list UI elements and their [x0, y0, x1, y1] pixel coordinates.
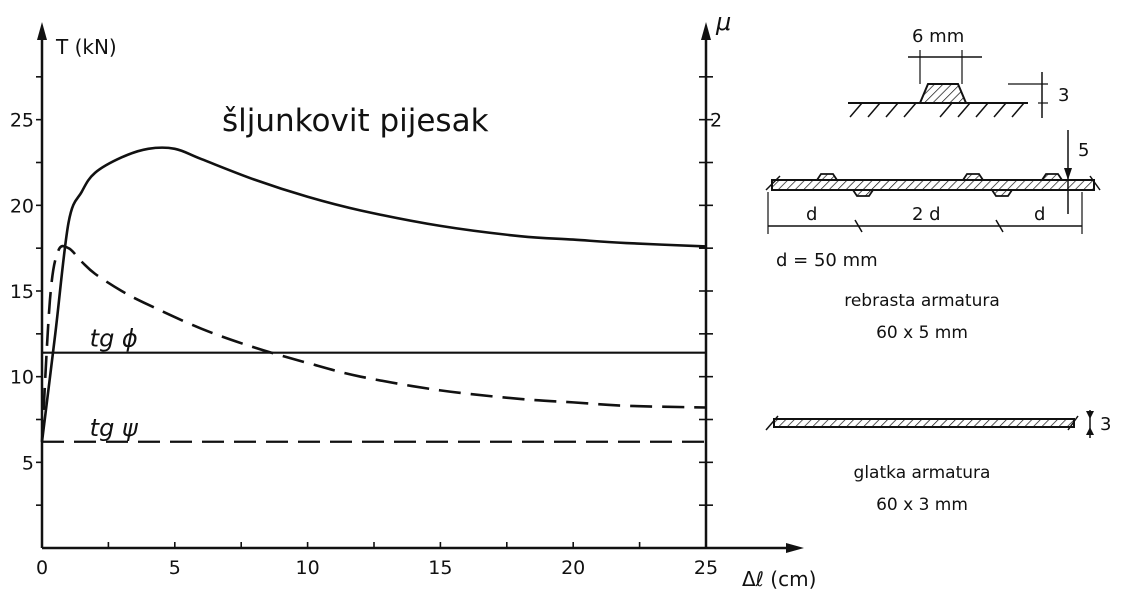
x-tick-label: 10 [296, 557, 320, 579]
y-tick-label: 25 [10, 110, 34, 132]
ribbed-dims: 60 x 5 mm [876, 323, 968, 343]
rib-profile [920, 84, 966, 103]
y-axis-label: T (kN) [55, 35, 117, 59]
x-tick-label: 0 [36, 557, 48, 579]
d-value-label: d = 50 mm [776, 250, 878, 271]
smooth-bar [774, 419, 1074, 427]
smooth-thickness-label: 3 [1100, 414, 1111, 435]
rib-width-label: 6 mm [912, 26, 964, 47]
spacing-d-left: d [806, 204, 817, 225]
arrow-down-small-icon [1086, 411, 1094, 419]
rib-height-label: 3 [1058, 85, 1069, 106]
ribbed-bar-diagram: d 2 d d 5 d = 50 mm rebrasta armatura 60… [766, 130, 1100, 343]
ground-hatch [850, 103, 1024, 117]
y-tick-label: 5 [22, 452, 34, 474]
x-axis-label: Δℓ (cm) [742, 567, 816, 591]
ribbed-name: rebrasta armatura [844, 291, 1000, 311]
x-tick-label: 15 [428, 557, 452, 579]
x-tick-label: 5 [169, 557, 181, 579]
ticks [36, 77, 713, 548]
series-line-dashed [42, 246, 706, 442]
y-tick-label: 20 [10, 195, 34, 217]
series-line-solid [42, 148, 706, 442]
y-tick-label: 10 [10, 367, 34, 389]
axes [37, 22, 804, 553]
y2-axis-label: μ [715, 8, 731, 36]
x-axis-arrow-icon [786, 543, 804, 553]
arrow-down-icon [1064, 168, 1072, 180]
ribbed-thickness-label: 5 [1078, 140, 1089, 161]
arrow-up-small-icon [1086, 427, 1094, 435]
smooth-bar-diagram: 3 glatka armatura 60 x 3 mm [766, 410, 1111, 515]
chart-title: šljunkovit pijesak [222, 103, 489, 139]
y-axis-arrow-icon [37, 22, 47, 40]
rib-detail-diagram: 6 mm 3 [848, 26, 1069, 118]
smooth-dims: 60 x 3 mm [876, 495, 968, 515]
x-tick-label: 20 [561, 557, 585, 579]
reference-line-label: tg ϕ [90, 325, 138, 353]
spacing-d-right: d [1034, 204, 1045, 225]
y-tick-label: 15 [10, 281, 34, 303]
y2-axis-arrow-icon [701, 22, 711, 40]
spacing-2d: 2 d [912, 204, 941, 225]
ribbed-bar [772, 180, 1094, 190]
reference-lines: tg ϕ tg ψ [42, 325, 706, 442]
y2-tick-label: 2 [710, 110, 722, 132]
series-group [42, 148, 706, 442]
smooth-name: glatka armatura [854, 463, 991, 483]
x-tick-label: 25 [694, 557, 718, 579]
reference-line-label: tg ψ [90, 414, 139, 442]
